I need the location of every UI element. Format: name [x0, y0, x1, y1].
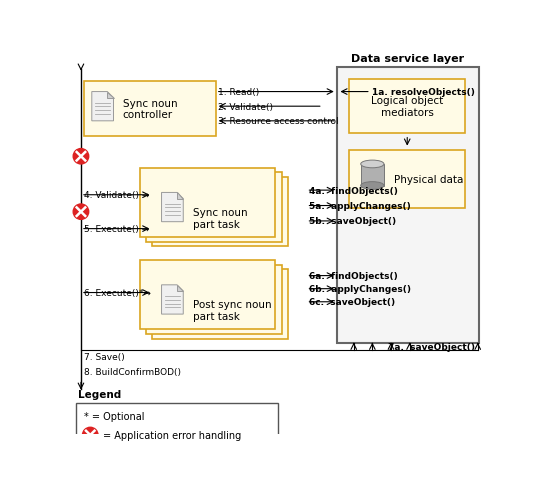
- FancyBboxPatch shape: [349, 151, 465, 208]
- FancyBboxPatch shape: [152, 178, 288, 247]
- Text: 5a.  applyChanges(): 5a. applyChanges(): [309, 202, 411, 211]
- Text: = Application error handling: = Application error handling: [103, 430, 241, 440]
- Ellipse shape: [361, 161, 384, 168]
- Circle shape: [73, 149, 88, 164]
- Text: Data service layer: Data service layer: [351, 54, 464, 64]
- Text: 6. Execute()*→: 6. Execute()*→: [84, 288, 151, 297]
- FancyBboxPatch shape: [140, 168, 276, 238]
- FancyBboxPatch shape: [152, 270, 288, 339]
- FancyBboxPatch shape: [337, 68, 479, 343]
- Text: 8. BuildConfirmBOD(): 8. BuildConfirmBOD(): [84, 367, 181, 377]
- Text: 1a. resolveObjects(): 1a. resolveObjects(): [373, 88, 475, 97]
- Polygon shape: [161, 285, 183, 314]
- Text: 5. Execute() →: 5. Execute() →: [84, 224, 150, 234]
- Text: Sync noun
controller: Sync noun controller: [123, 99, 177, 120]
- FancyBboxPatch shape: [146, 265, 282, 334]
- Text: Post sync noun
part task: Post sync noun part task: [192, 300, 271, 322]
- Text: 4a.  findObjects(): 4a. findObjects(): [309, 186, 398, 195]
- Polygon shape: [161, 193, 183, 222]
- Text: 7. Save(): 7. Save(): [84, 352, 125, 361]
- Text: 7a.  saveObject(): 7a. saveObject(): [389, 342, 475, 351]
- Text: Sync noun
part task: Sync noun part task: [192, 207, 247, 229]
- Polygon shape: [107, 92, 114, 99]
- FancyBboxPatch shape: [349, 80, 465, 134]
- Polygon shape: [92, 92, 114, 122]
- Text: 6a.  findObjects(): 6a. findObjects(): [309, 271, 398, 281]
- Text: 1. Read(): 1. Read(): [218, 88, 259, 97]
- FancyBboxPatch shape: [140, 261, 276, 330]
- Circle shape: [73, 204, 88, 220]
- Text: Logical object
mediators: Logical object mediators: [371, 96, 443, 118]
- Text: Legend: Legend: [78, 389, 121, 399]
- Text: Physical data: Physical data: [394, 175, 464, 184]
- FancyBboxPatch shape: [76, 403, 278, 447]
- FancyBboxPatch shape: [84, 81, 216, 137]
- Text: 6b.  applyChanges(): 6b. applyChanges(): [309, 285, 411, 294]
- FancyBboxPatch shape: [146, 173, 282, 242]
- Text: 2. Validate(): 2. Validate(): [218, 102, 273, 111]
- Text: 6c.  saveObject(): 6c. saveObject(): [309, 298, 395, 306]
- Bar: [361, 164, 384, 186]
- Polygon shape: [177, 285, 183, 291]
- Text: 3. Resource access control: 3. Resource access control: [218, 117, 339, 126]
- Ellipse shape: [361, 183, 384, 190]
- Circle shape: [83, 427, 98, 443]
- Text: * = Optional: * = Optional: [84, 412, 145, 422]
- Text: 4. Validate() →: 4. Validate() →: [84, 191, 150, 200]
- Text: 5b.  saveObject(): 5b. saveObject(): [309, 217, 396, 226]
- Polygon shape: [177, 193, 183, 199]
